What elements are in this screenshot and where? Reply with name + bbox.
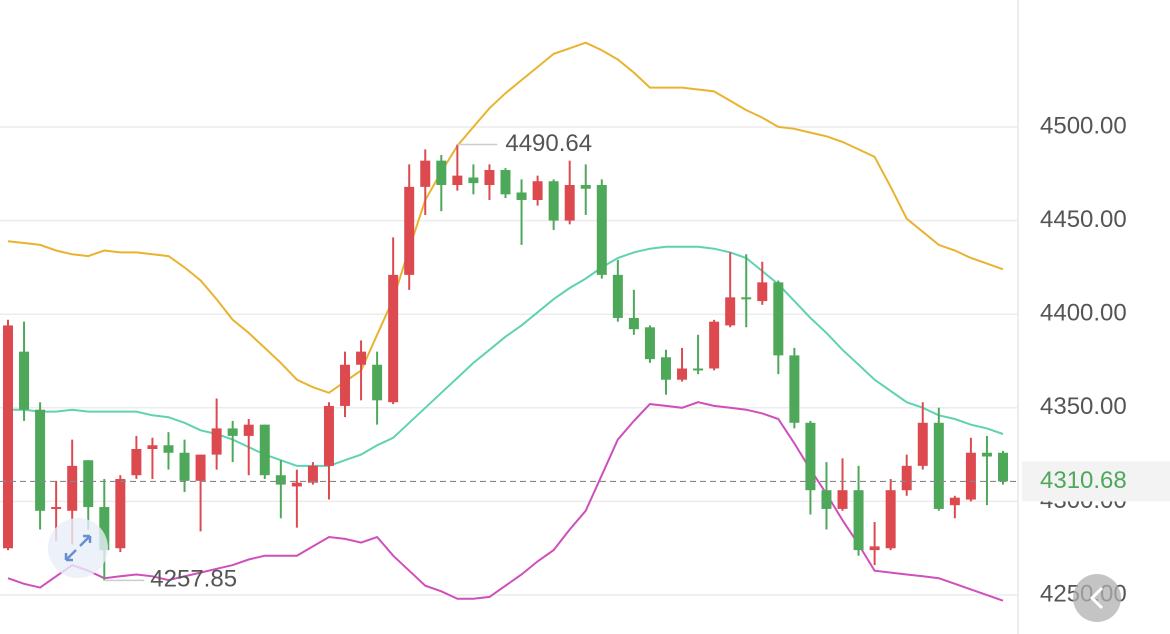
band-line [7, 41, 1004, 394]
candle-body [612, 274, 623, 318]
last-price-box [1022, 461, 1170, 502]
candle-body [949, 497, 960, 506]
candle-body [998, 452, 1008, 482]
candle-body [35, 409, 46, 511]
candle-body [372, 364, 383, 401]
candle-body [307, 465, 318, 483]
collapse-button[interactable] [1073, 574, 1121, 622]
expand-button[interactable] [48, 518, 108, 578]
expand-arrows [64, 534, 92, 562]
y-tick-label: 4450.00 [1040, 206, 1127, 233]
candle-body [243, 424, 254, 436]
candle-body [147, 445, 158, 450]
candle-body [901, 465, 912, 491]
candle-body [789, 355, 800, 423]
last-price-label: 4310.68 [1040, 467, 1127, 494]
candle-body [837, 490, 848, 509]
candle-body [179, 452, 190, 481]
bands [7, 41, 1004, 602]
min-label: 4257.85 [150, 566, 237, 593]
candle-body [340, 364, 351, 406]
candle-body [853, 490, 864, 551]
candle-body [484, 170, 495, 185]
candle-body [227, 428, 238, 436]
candles [3, 144, 1008, 581]
candle-body [420, 160, 431, 187]
candle-body [468, 177, 479, 184]
candle-body [821, 490, 832, 509]
candle-body [51, 507, 62, 510]
collapse-arrow [1089, 586, 1104, 610]
candle-body [757, 282, 768, 302]
candle-body [869, 546, 880, 551]
y-tick-label: 4350.00 [1040, 393, 1127, 420]
candle-body [259, 424, 270, 476]
candle-body [500, 170, 511, 195]
candle-body [404, 186, 415, 275]
candle-body [211, 428, 222, 455]
candle-body [741, 297, 752, 300]
candle-body [805, 422, 816, 491]
band-line [8, 245, 1004, 467]
candle-body [628, 317, 639, 330]
candle-body [163, 445, 174, 453]
candle-body [660, 357, 671, 380]
max-label: 4490.64 [505, 130, 592, 157]
y-tick-label: 4400.00 [1040, 300, 1127, 327]
candle-body [115, 478, 126, 549]
candle-body [885, 490, 896, 549]
candle-body [917, 422, 928, 466]
candle-body [548, 181, 559, 221]
candle-body [693, 368, 704, 371]
candle-body [516, 192, 527, 200]
candle-body [67, 465, 78, 511]
candle-body [452, 175, 463, 185]
candle-body [981, 452, 992, 457]
candle-body [564, 184, 575, 221]
candle-body [3, 325, 13, 549]
candle-body [709, 321, 720, 369]
candle-body [580, 184, 591, 189]
candle-body [291, 482, 302, 487]
candle-body [677, 368, 688, 380]
y-tick-label: 4500.00 [1040, 112, 1127, 139]
collapse-circle[interactable] [1073, 574, 1121, 622]
candle-body [644, 327, 655, 360]
candle-body [323, 405, 334, 466]
expand-icon[interactable] [48, 518, 108, 578]
grid [0, 126, 1018, 596]
candle-body [725, 297, 736, 326]
candle-body [19, 351, 30, 410]
candle-body [388, 274, 399, 403]
candle-body [596, 184, 607, 275]
candle-body [99, 507, 110, 551]
candle-body [356, 351, 367, 365]
candle-body [83, 460, 94, 508]
candle-body [275, 475, 286, 485]
candle-body [933, 422, 944, 509]
band-line [7, 401, 1004, 602]
candle-body [773, 282, 784, 356]
candle-body [195, 454, 206, 481]
candle-body [436, 160, 447, 185]
candle-body [965, 452, 976, 500]
candle-body [131, 449, 142, 476]
labels: 4250.004300.004350.004400.004450.004500.… [0, 112, 1170, 607]
candle-body [532, 181, 543, 200]
